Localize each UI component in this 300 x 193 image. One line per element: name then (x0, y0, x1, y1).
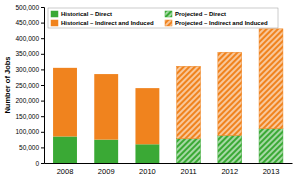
tick-label: 2012 (221, 167, 238, 176)
axis-title: Number of Jobs (3, 56, 12, 113)
legend-box (48, 8, 278, 28)
tick-label: 2011 (181, 167, 197, 176)
tick-label: 500,000 (16, 4, 40, 11)
bar-segment (53, 68, 77, 137)
tick: 350,000 (16, 50, 45, 57)
tick: 2013 (263, 167, 280, 176)
tick-label: 350,000 (16, 50, 40, 57)
tick-mark (41, 7, 44, 8)
tick-mark (41, 54, 44, 55)
tick: 150,000 (16, 113, 45, 120)
tick-mark (41, 116, 44, 117)
tick: 200,000 (16, 97, 45, 104)
tick: 2010 (139, 167, 156, 176)
x-axis: 2008 2009 2010 2011 2012 2013 (45, 164, 293, 177)
tick-label: 0 (35, 160, 39, 167)
tick-label: 2013 (263, 167, 280, 176)
tick-label: 400,000 (16, 35, 40, 42)
tick-mark (41, 85, 44, 86)
bars (53, 29, 283, 163)
tick-label: 2010 (139, 167, 156, 176)
tick-label: 200,000 (16, 97, 40, 104)
tick: 2008 (57, 167, 74, 176)
bar-segment (94, 74, 118, 140)
legend-swatch (165, 20, 172, 26)
legend-label: Projected – Indirect and Induced (175, 20, 268, 26)
tick: 300,000 (16, 66, 45, 73)
bar-segment (218, 136, 242, 163)
tick-mark (41, 69, 44, 70)
tick: 400,000 (16, 35, 45, 42)
tick: 500,000 (16, 4, 45, 11)
axis-line (41, 8, 45, 164)
tick: 50,000 (19, 144, 44, 151)
tick-label: 50,000 (19, 144, 39, 151)
bar-segment (177, 66, 201, 138)
legend-label: Historical – Indirect and Induced (61, 20, 154, 26)
tick: 250,000 (16, 82, 45, 89)
tick-mark (41, 163, 44, 164)
tick: 2009 (98, 167, 115, 176)
tick-label: 450,000 (16, 19, 40, 26)
tick-label: 100,000 (16, 128, 40, 135)
tick-mark (41, 23, 44, 24)
tick: 450,000 (16, 19, 45, 26)
bar-segment (259, 129, 283, 163)
tick-mark (41, 132, 44, 133)
bar-segment (135, 144, 159, 163)
bar-segment (259, 29, 283, 129)
tick-label: 2008 (57, 167, 74, 176)
tick: 2012 (221, 167, 238, 176)
tick: 2011 (181, 167, 197, 176)
axis-line (45, 163, 293, 164)
tick-label: 2009 (98, 167, 115, 176)
tick: 100,000 (16, 128, 45, 135)
tick-label: 250,000 (16, 82, 40, 89)
tick-label: 150,000 (16, 113, 40, 120)
bar-segment (218, 52, 242, 135)
chart: 0 50,000 100,000 150,000 200,000 250,000 300,0… (0, 0, 300, 193)
bar-segment (53, 136, 77, 163)
tick-mark (41, 147, 44, 148)
legend: Historical – Direct Historical – Indirect… (48, 8, 278, 28)
bar-segment (135, 88, 159, 144)
bar-segment (94, 140, 118, 163)
legend-label: Historical – Direct (61, 11, 112, 17)
tick-mark (41, 101, 44, 102)
y-axis: 0 50,000 100,000 150,000 200,000 250,000 300,0… (16, 4, 45, 167)
tick-label: 300,000 (16, 66, 40, 73)
legend-label: Projected – Direct (175, 11, 226, 17)
legend-swatch (165, 11, 172, 17)
plot: 0 50,000 100,000 150,000 200,000 250,000 300,0… (16, 4, 293, 177)
legend-swatch (51, 11, 58, 17)
tick-mark (41, 38, 44, 39)
bar-segment (177, 139, 201, 163)
legend-swatch (51, 20, 58, 26)
tick: 0 (35, 160, 44, 167)
